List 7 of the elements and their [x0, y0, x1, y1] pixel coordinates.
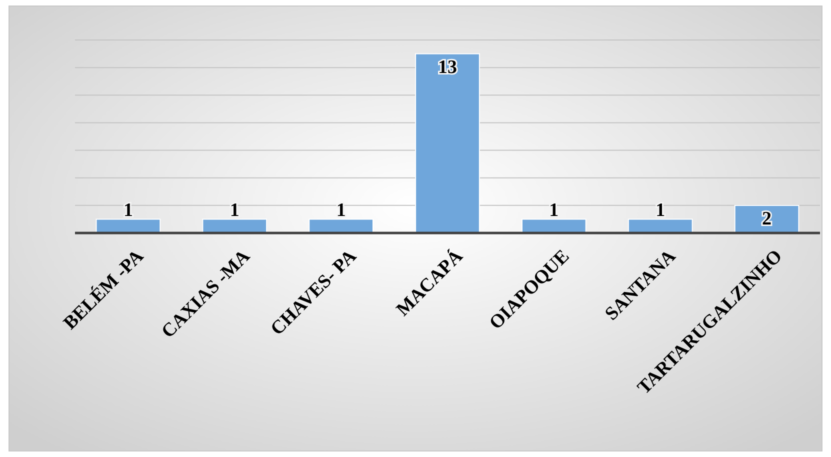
data-label: 1 — [123, 200, 133, 222]
data-label: 1 — [336, 200, 346, 222]
data-label: 1 — [656, 200, 666, 222]
data-label: 13 — [438, 56, 457, 78]
data-label: 1 — [230, 200, 240, 222]
data-label: 1 — [549, 200, 559, 222]
data-label: 2 — [762, 208, 772, 230]
